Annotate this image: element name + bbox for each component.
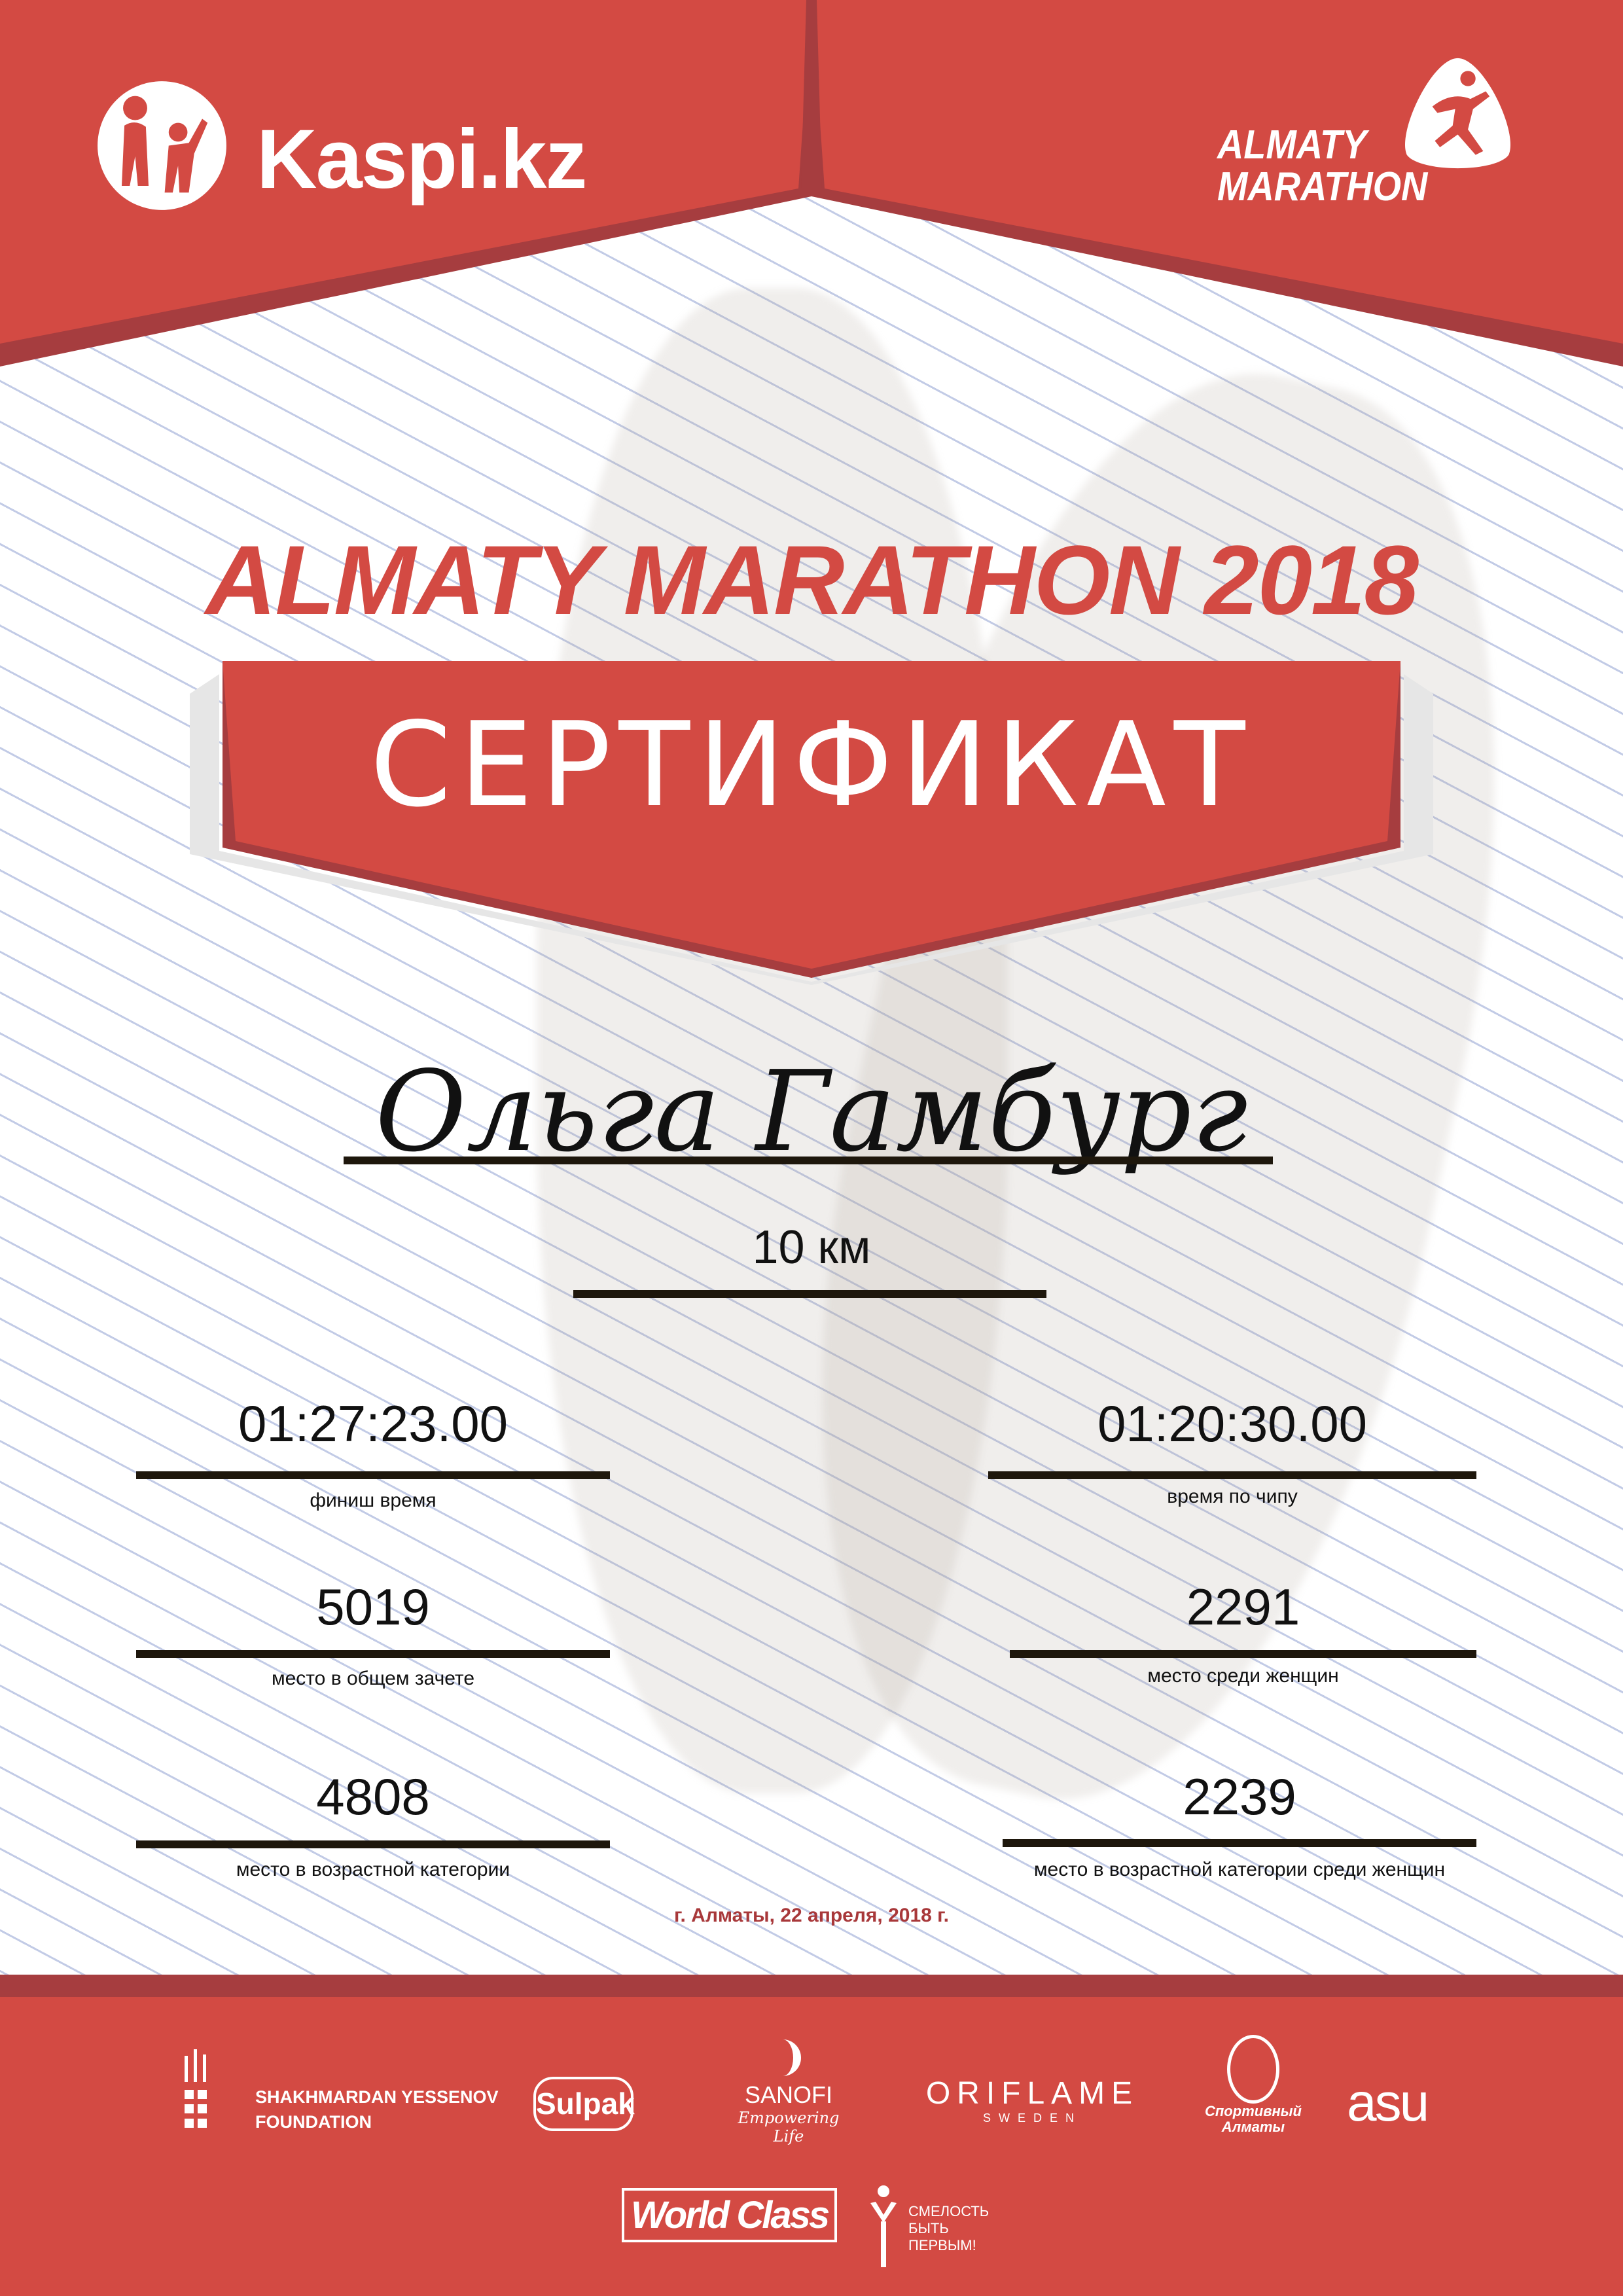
emblem-icon	[1227, 2035, 1279, 2104]
date-line: г. Алматы, 22 апреля, 2018 г.	[674, 1905, 949, 1926]
person-icon	[870, 2185, 897, 2267]
logo-line-2: MARATHON	[1217, 164, 1428, 209]
sanofi-logo: SANOFI Empowering Life	[726, 2039, 851, 2145]
name-underline	[344, 1157, 1273, 1164]
asu-logo: asu	[1347, 2073, 1429, 2132]
sportivny-almaty-logo: Спортивный Алматы	[1204, 2035, 1302, 2135]
courage-line2: БЫТЬ	[908, 2220, 949, 2236]
yessenov-line2: FOUNDATION	[255, 2112, 372, 2132]
footer-band	[0, 1975, 1623, 1997]
age-group-place-label: место в возрастной категории	[236, 1859, 510, 1880]
courage-line3: ПЕРВЫМ!	[908, 2237, 976, 2253]
participant-name: Ольга Гамбург	[375, 1047, 1248, 1177]
sanofi-name: SANOFI	[744, 2081, 832, 2108]
finish-time-value: 01:27:23.00	[238, 1395, 508, 1452]
kaspi-logo-text: Kaspi.kz	[257, 113, 587, 206]
certificate-title: СЕРТИФИКАТ	[370, 697, 1253, 833]
women-age-group-place-value: 2239	[1183, 1768, 1296, 1825]
world-class-logo: World Class	[622, 2188, 838, 2242]
oriflame-logo: ORIFLAME SWEDEN	[923, 2075, 1142, 2125]
runner-photo-man	[537, 288, 1008, 1793]
overall-place-value: 5019	[316, 1578, 430, 1636]
women-age-group-place-underline	[1003, 1839, 1476, 1847]
finish-time-underline	[136, 1471, 610, 1479]
yessenov-bars-icon	[185, 2049, 207, 2128]
sportivny-almaty-name: Спортивный Алматы	[1204, 2103, 1302, 2135]
chip-time-underline	[988, 1471, 1476, 1479]
event-headline: ALMATY MARATHON 2018	[205, 525, 1419, 635]
oriflame-tagline: SWEDEN	[982, 2111, 1082, 2125]
women-place-underline	[1010, 1650, 1476, 1658]
sanofi-icon	[776, 2039, 801, 2076]
women-place-label: место среди женщин	[1147, 1665, 1339, 1687]
overall-place-label: место в общем зачете	[271, 1668, 475, 1689]
certificate-ribbon	[190, 661, 1433, 985]
women-place-value: 2291	[1186, 1578, 1300, 1636]
sulpak-logo: Sulpak	[533, 2077, 635, 2131]
logo-line-1: ALMATY	[1217, 122, 1367, 168]
women-age-group-place-label: место в возрастной категории среди женщи…	[1033, 1859, 1446, 1880]
age-group-place-underline	[136, 1840, 610, 1848]
distance-underline	[573, 1290, 1046, 1298]
almaty-marathon-logo-text: ALMATY MARATHON	[1217, 124, 1427, 208]
runner-drop-icon	[1404, 58, 1511, 169]
distance: 10 км	[752, 1221, 871, 1274]
top-banner	[0, 0, 1623, 367]
chip-time-value: 01:20:30.00	[1097, 1395, 1368, 1452]
overall-place-underline	[136, 1650, 610, 1658]
kaspi-people-icon	[98, 81, 226, 210]
finish-time-label: финиш время	[310, 1490, 437, 1511]
oriflame-name: ORIFLAME	[925, 2076, 1139, 2111]
yessenov-line1: SHAKHMARDAN YESSENOV	[255, 2087, 499, 2107]
sanofi-tagline: Empowering Life	[738, 2109, 840, 2145]
age-group-place-value: 4808	[316, 1768, 430, 1825]
chip-time-label: время по чипу	[1167, 1486, 1298, 1507]
courage-line1: СМЕЛОСТЬ	[908, 2203, 990, 2219]
footer: SHAKHMARDAN YESSENOV FOUNDATION Sulpak S…	[0, 1997, 1623, 2296]
